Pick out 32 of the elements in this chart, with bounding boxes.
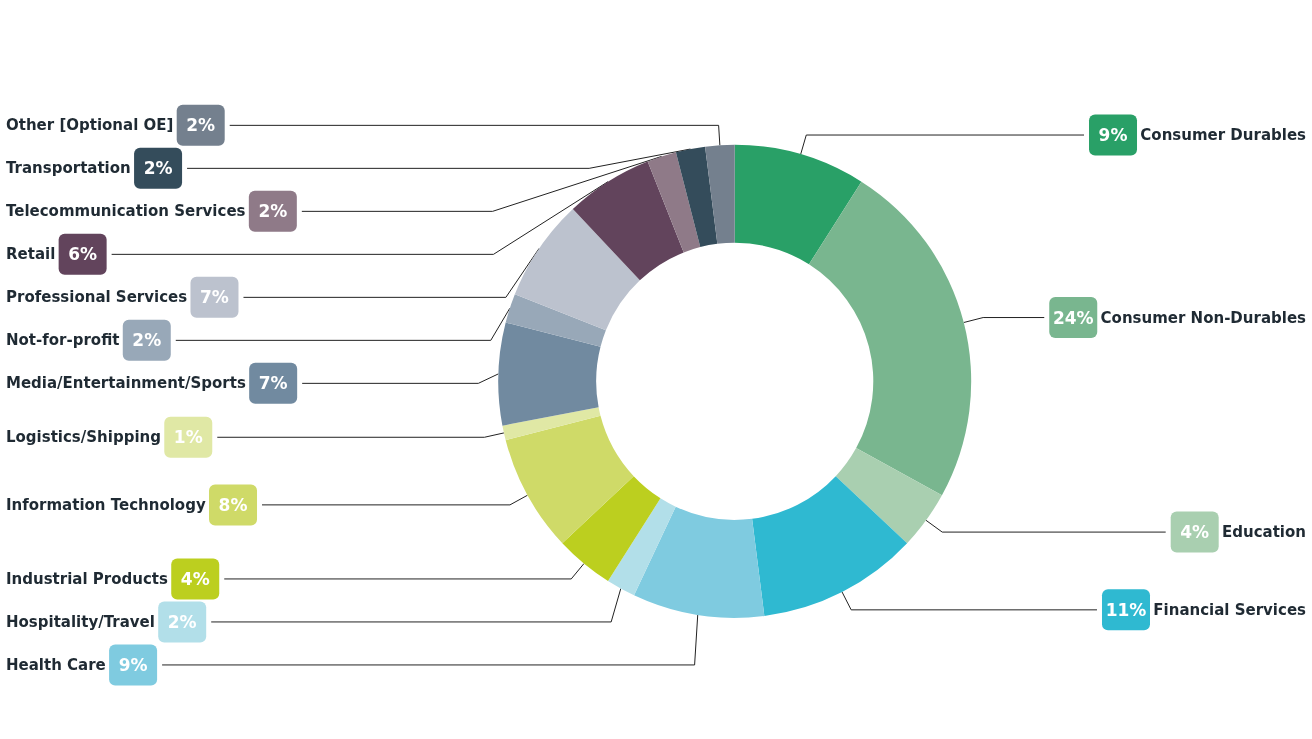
slice-label: Information Technology	[6, 495, 206, 514]
data-label: 4%	[180, 568, 210, 589]
data-label: 1%	[173, 427, 203, 448]
data-label: 2%	[167, 611, 197, 632]
slice-label: Hospitality/Travel	[6, 612, 155, 631]
data-label: 4%	[1180, 522, 1210, 543]
slice-label: Industrial Products	[6, 569, 168, 588]
slice-label: Health Care	[6, 655, 106, 674]
data-label: 6%	[68, 244, 98, 265]
data-label: 2%	[143, 158, 173, 179]
slice-label: Not-for-profit	[6, 331, 120, 350]
data-label: 9%	[118, 654, 148, 675]
data-label: 24%	[1052, 307, 1094, 328]
data-label: 2%	[132, 330, 162, 351]
data-label: 2%	[258, 201, 288, 222]
slice-label: Telecommunication Services	[6, 202, 246, 221]
data-label: 2%	[186, 115, 216, 136]
data-label: 11%	[1105, 599, 1147, 620]
slice-label: Logistics/Shipping	[6, 428, 161, 447]
data-label: 8%	[218, 494, 248, 515]
data-label: 9%	[1098, 125, 1128, 146]
slice-label: Retail	[6, 245, 56, 264]
slice-label: Consumer Durables	[1140, 126, 1307, 145]
data-label: 7%	[258, 373, 288, 394]
slice-label: Other [Optional OE]	[6, 116, 174, 135]
slice-label: Professional Services	[6, 288, 188, 307]
slice-label: Media/Entertainment/Sports	[6, 374, 246, 393]
slice-label: Financial Services	[1153, 600, 1307, 619]
slice-label: Education	[1222, 523, 1306, 542]
slice-label: Transportation	[6, 159, 131, 178]
slice-label: Consumer Non-Durables	[1100, 308, 1307, 327]
data-label: 7%	[200, 287, 229, 308]
